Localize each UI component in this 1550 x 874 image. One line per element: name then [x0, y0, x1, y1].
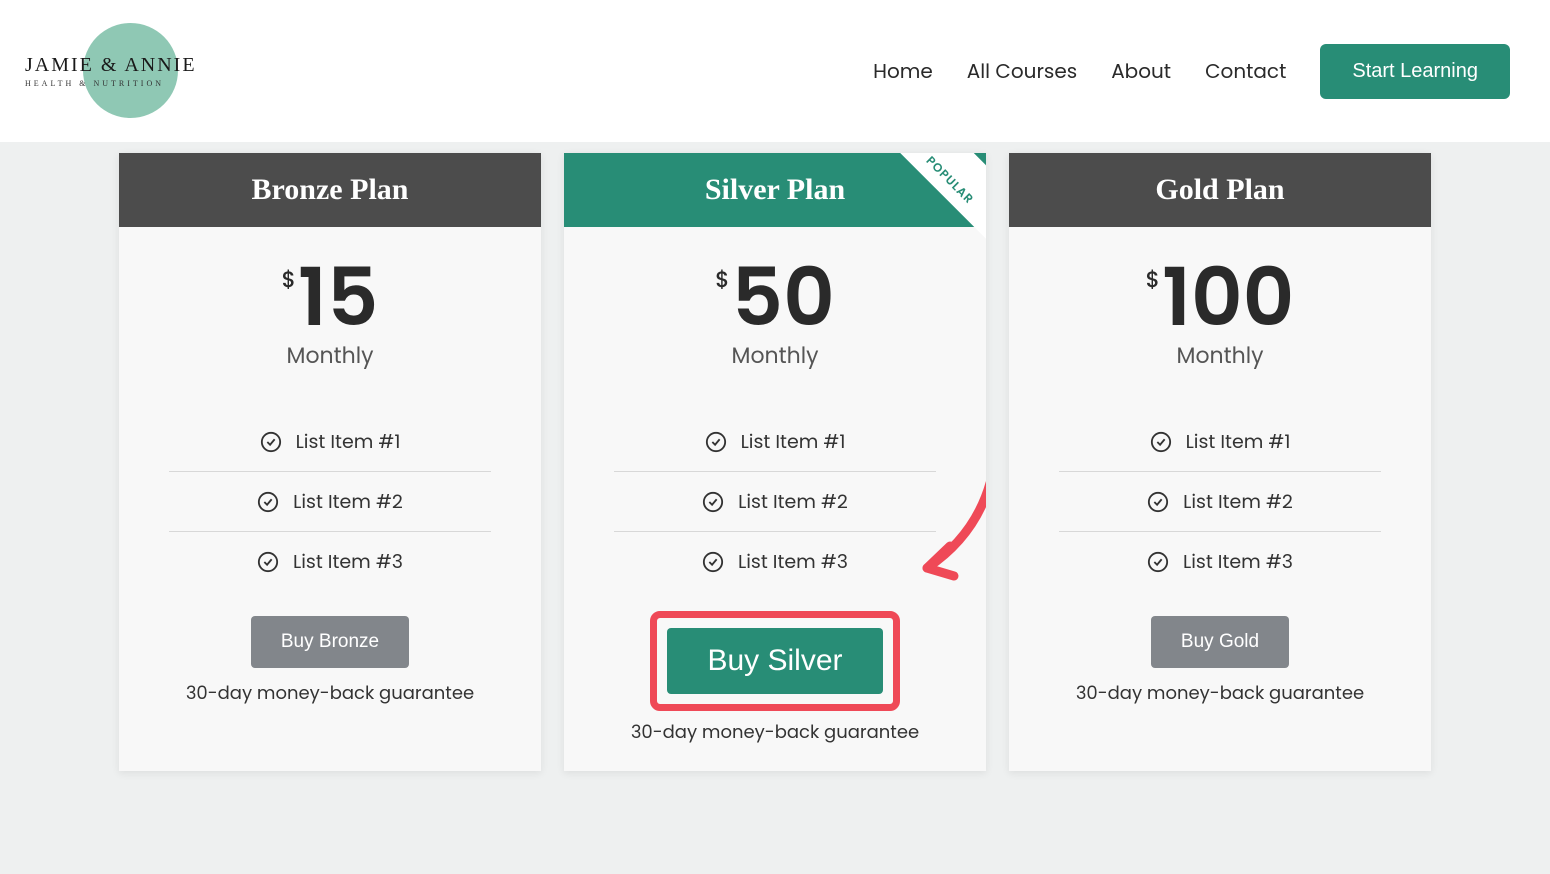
list-item: List Item #2: [169, 472, 491, 532]
list-item: List Item #3: [169, 532, 491, 591]
price-amount: 50: [732, 241, 835, 353]
site-header: JAMIE & ANNIE HEALTH & NUTRITION Home Al…: [0, 0, 1550, 142]
currency-symbol: $: [282, 264, 296, 295]
check-circle-icon: [705, 431, 727, 453]
currency-symbol: $: [1146, 264, 1160, 295]
guarantee-text: 30-day money-back guarantee: [1009, 680, 1431, 732]
feature-text: List Item #2: [738, 487, 848, 516]
list-item: List Item #1: [169, 412, 491, 472]
check-circle-icon: [702, 491, 724, 513]
feature-list: List Item #1 List Item #2 List Item #3: [119, 382, 541, 601]
pricing-card-silver: POPULAR Silver Plan $50 Monthly List Ite…: [564, 153, 986, 771]
list-item: List Item #2: [614, 472, 936, 532]
feature-list: List Item #1 List Item #2 List Item #3: [564, 382, 986, 601]
check-circle-icon: [257, 551, 279, 573]
brand-tagline: HEALTH & NUTRITION: [25, 79, 245, 88]
price-value: $15: [282, 257, 379, 337]
list-item: List Item #1: [614, 412, 936, 472]
plan-title: Bronze Plan: [119, 153, 541, 227]
main-nav: Home All Courses About Contact Start Lea…: [873, 44, 1510, 99]
price-amount: 100: [1162, 241, 1294, 353]
price-block: $50 Monthly: [564, 227, 986, 382]
list-item: List Item #2: [1059, 472, 1381, 532]
nav-all-courses[interactable]: All Courses: [967, 56, 1077, 86]
price-value: $100: [1146, 257, 1295, 337]
feature-text: List Item #3: [1183, 547, 1293, 576]
feature-text: List Item #3: [738, 547, 848, 576]
feature-list: List Item #1 List Item #2 List Item #3: [1009, 382, 1431, 601]
plan-title: Gold Plan: [1009, 153, 1431, 227]
feature-text: List Item #1: [741, 427, 846, 456]
start-learning-button[interactable]: Start Learning: [1320, 44, 1510, 99]
pricing-card-gold: Gold Plan $100 Monthly List Item #1 List…: [1009, 153, 1431, 771]
price-block: $100 Monthly: [1009, 227, 1431, 382]
brand-logo[interactable]: JAMIE & ANNIE HEALTH & NUTRITION: [25, 21, 245, 121]
check-circle-icon: [1150, 431, 1172, 453]
list-item: List Item #3: [1059, 532, 1381, 591]
buy-bronze-button[interactable]: Buy Bronze: [251, 616, 409, 668]
price-block: $15 Monthly: [119, 227, 541, 382]
feature-text: List Item #2: [1183, 487, 1293, 516]
feature-text: List Item #1: [1186, 427, 1291, 456]
list-item: List Item #3: [614, 532, 936, 591]
buy-gold-button[interactable]: Buy Gold: [1151, 616, 1289, 668]
pricing-card-bronze: Bronze Plan $15 Monthly List Item #1 Lis…: [119, 153, 541, 771]
brand-name: JAMIE & ANNIE HEALTH & NUTRITION: [25, 54, 245, 88]
brand-title: JAMIE & ANNIE: [25, 54, 245, 77]
price-value: $50: [715, 257, 835, 337]
check-circle-icon: [260, 431, 282, 453]
price-amount: 15: [298, 241, 378, 353]
currency-symbol: $: [715, 264, 729, 295]
feature-text: List Item #1: [296, 427, 401, 456]
nav-home[interactable]: Home: [873, 56, 933, 86]
check-circle-icon: [1147, 551, 1169, 573]
annotation-highlight-box: Buy Silver: [650, 611, 899, 711]
buy-silver-button[interactable]: Buy Silver: [667, 628, 882, 694]
feature-text: List Item #3: [293, 547, 403, 576]
check-circle-icon: [702, 551, 724, 573]
guarantee-text: 30-day money-back guarantee: [119, 680, 541, 732]
nav-contact[interactable]: Contact: [1205, 56, 1286, 86]
pricing-section: Bronze Plan $15 Monthly List Item #1 Lis…: [0, 142, 1550, 771]
check-circle-icon: [257, 491, 279, 513]
list-item: List Item #1: [1059, 412, 1381, 472]
check-circle-icon: [1147, 491, 1169, 513]
nav-about[interactable]: About: [1111, 56, 1171, 86]
guarantee-text: 30-day money-back guarantee: [564, 719, 986, 771]
feature-text: List Item #2: [293, 487, 403, 516]
